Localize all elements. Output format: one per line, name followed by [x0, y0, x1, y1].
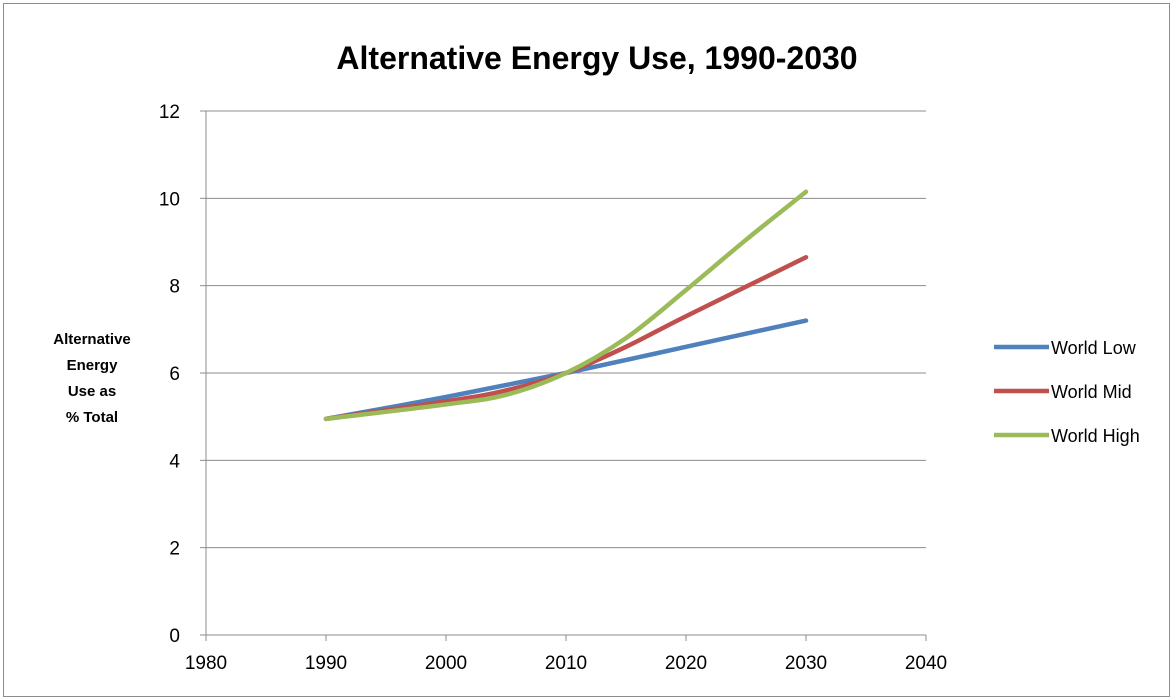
y-axis-label-line: Alternative	[53, 331, 131, 348]
x-tick-label: 2000	[425, 653, 467, 674]
axes	[200, 110, 927, 641]
line-chart: Alternative Energy Use, 1990-2030 Altern…	[53, 40, 1140, 674]
legend-label: World Mid	[1051, 382, 1132, 402]
y-tick-label: 6	[169, 364, 180, 385]
y-tick-label: 12	[159, 102, 180, 123]
x-tick-label: 2030	[785, 653, 827, 674]
series-line-world-high	[323, 189, 809, 422]
x-tick-label: 2010	[545, 653, 587, 674]
gridlines	[206, 110, 926, 549]
y-tick-label: 8	[169, 277, 180, 298]
legend-label: World High	[1051, 426, 1140, 446]
tick-labels: 0 2 4 6 8 10 12 1980 1990 2000 2010 2020 2030 2040	[159, 102, 947, 674]
y-axis-label: Alternative Energy Use as % Total	[53, 331, 131, 426]
y-axis-label-line: % Total	[66, 409, 118, 426]
x-tick-label: 1990	[305, 653, 347, 674]
chart-title: Alternative Energy Use, 1990-2030	[336, 40, 857, 76]
y-tick-label: 4	[169, 451, 180, 472]
legend: World Low World Mid World High	[994, 338, 1140, 446]
series-line-world-low	[323, 318, 809, 422]
x-tick-label: 1980	[185, 653, 227, 674]
y-tick-label: 10	[159, 189, 180, 210]
chart-frame: Alternative Energy Use, 1990-2030 Altern…	[3, 3, 1170, 697]
y-tick-label: 0	[169, 626, 180, 647]
legend-label: World Low	[1051, 338, 1137, 358]
y-axis-label-line: Energy	[67, 357, 119, 374]
series-lines	[323, 189, 809, 422]
x-tick-label: 2020	[665, 653, 707, 674]
y-tick-label: 2	[169, 539, 180, 560]
x-tick-label: 2040	[905, 653, 947, 674]
y-axis-label-line: Use as	[68, 383, 116, 400]
